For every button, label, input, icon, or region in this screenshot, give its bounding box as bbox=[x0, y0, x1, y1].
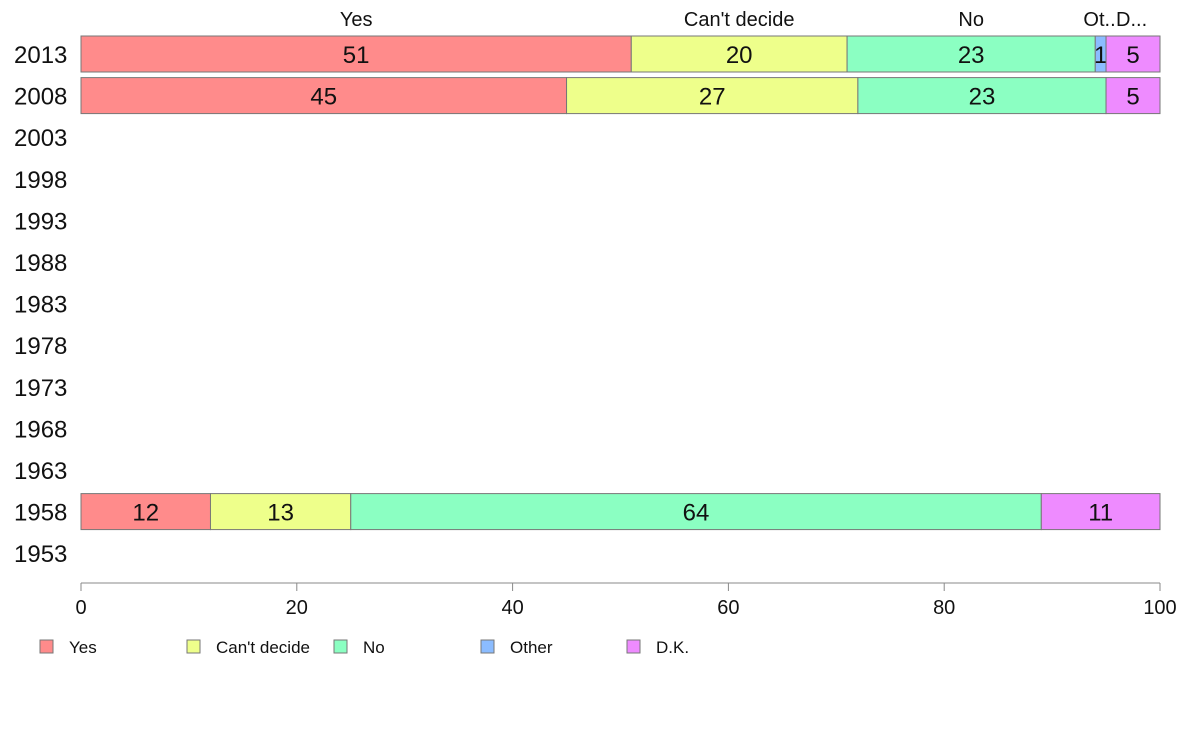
y-tick-label: 2003 bbox=[14, 125, 67, 152]
legend-label: Yes bbox=[69, 638, 97, 657]
legend: Yes Can't decide No Other D.K. bbox=[39, 638, 689, 657]
x-tick-label: 40 bbox=[501, 597, 523, 619]
x-axis: 0 20 40 60 80 100 bbox=[75, 582, 1177, 619]
x-tick-label: 60 bbox=[717, 597, 739, 619]
column-header-label: Yes bbox=[340, 9, 373, 31]
legend-label: D.K. bbox=[656, 638, 689, 657]
y-axis: 2013 2008 2003 1998 1993 1988 1983 1978 1973 1968… bbox=[14, 42, 67, 568]
bar-segment bbox=[209, 493, 352, 531]
y-tick-label: 1983 bbox=[14, 292, 67, 319]
y-tick-label: 1973 bbox=[14, 375, 67, 402]
x-tick-label: 100 bbox=[1143, 597, 1176, 619]
bar-value-label: 27 bbox=[699, 84, 726, 111]
bar-segment bbox=[630, 35, 848, 73]
bar-segment bbox=[80, 35, 632, 73]
bar-value-label: 11 bbox=[1088, 500, 1113, 527]
bar-value-label: 12 bbox=[132, 500, 159, 527]
legend-swatch bbox=[333, 639, 348, 654]
bar-segment bbox=[1040, 493, 1161, 531]
bar-segment bbox=[857, 77, 1107, 115]
bar-value-label: 13 bbox=[267, 500, 294, 527]
bar-value-label: 51 bbox=[343, 42, 370, 69]
y-tick-label: 2008 bbox=[14, 84, 67, 111]
y-tick-label: 1988 bbox=[14, 250, 67, 277]
bar-value-label: 45 bbox=[310, 84, 337, 111]
column-header-label: D... bbox=[1116, 9, 1147, 31]
bar-segment bbox=[566, 77, 859, 115]
legend-swatch bbox=[626, 639, 641, 654]
bar-segment bbox=[1105, 35, 1161, 73]
bar-segment bbox=[80, 493, 211, 531]
y-tick-label: 1968 bbox=[14, 416, 67, 443]
legend-label: Other bbox=[510, 638, 553, 657]
bars-layer: 51 20 23 1 5 45 27 23 5 12 13 64 11 bbox=[80, 35, 1161, 531]
y-tick-label: 2013 bbox=[14, 42, 67, 69]
column-header-label: Can't decide bbox=[684, 9, 795, 31]
x-tick-label: 0 bbox=[75, 597, 86, 619]
legend-swatch bbox=[186, 639, 201, 654]
bar-value-label: 1 bbox=[1094, 42, 1107, 69]
y-tick-label: 1963 bbox=[14, 458, 67, 485]
bar-segment bbox=[350, 493, 1042, 531]
column-header-label: Ot.. bbox=[1083, 9, 1115, 31]
y-tick-label: 1978 bbox=[14, 333, 67, 360]
legend-swatch bbox=[480, 639, 495, 654]
bar-value-label: 23 bbox=[958, 42, 985, 69]
bar-value-label: 64 bbox=[683, 500, 710, 527]
legend-label: Can't decide bbox=[216, 638, 310, 657]
legend-label: No bbox=[363, 638, 385, 657]
bar-segment bbox=[846, 35, 1096, 73]
bar-value-label: 5 bbox=[1126, 84, 1139, 111]
y-tick-label: 1993 bbox=[14, 208, 67, 235]
y-tick-label: 1958 bbox=[14, 500, 67, 527]
bar-value-label: 23 bbox=[969, 84, 996, 111]
bar-segment bbox=[80, 77, 568, 115]
y-tick-label: 1953 bbox=[14, 541, 67, 568]
bar-value-label: 5 bbox=[1126, 42, 1139, 69]
top-labels-layer: Yes Can't decide No Ot.. D... bbox=[340, 9, 1147, 31]
y-tick-label: 1998 bbox=[14, 167, 67, 194]
bar-value-label: 20 bbox=[726, 42, 753, 69]
bar-segment bbox=[1105, 77, 1161, 115]
column-header-label: No bbox=[958, 9, 984, 31]
legend-swatch bbox=[39, 639, 54, 654]
x-tick-label: 20 bbox=[286, 597, 308, 619]
x-tick-label: 80 bbox=[933, 597, 955, 619]
